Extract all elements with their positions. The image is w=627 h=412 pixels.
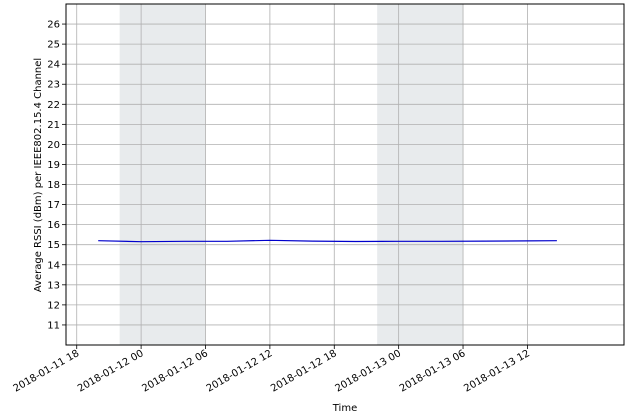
y-tick-label: 19 <box>47 160 60 171</box>
y-tick-label: 15 <box>47 240 60 251</box>
gridlines <box>66 4 624 345</box>
x-tick-label: 2018-01-13 06 <box>398 348 468 395</box>
x-axis-label: Time <box>332 403 357 412</box>
x-tick-label: 2018-01-12 18 <box>269 348 339 395</box>
y-tick-label: 16 <box>47 220 60 231</box>
shaded-period <box>377 4 464 345</box>
y-tick-label: 13 <box>47 280 60 291</box>
y-tick-label: 17 <box>47 200 60 211</box>
y-tick-label: 22 <box>47 100 60 111</box>
x-tick-label: 2018-01-12 12 <box>205 348 275 395</box>
shaded-period <box>119 4 206 345</box>
y-tick-label: 25 <box>47 40 60 51</box>
x-tick-label: 2018-01-13 12 <box>462 348 532 395</box>
x-tick-label: 2018-01-13 00 <box>334 348 404 395</box>
y-tick-label: 20 <box>47 140 60 151</box>
x-tick-label: 2018-01-11 18 <box>12 348 82 395</box>
y-tick-label: 24 <box>47 60 60 71</box>
y-tick-label: 12 <box>47 300 60 311</box>
x-tick-label: 2018-01-12 00 <box>76 348 146 395</box>
y-tick-label: 21 <box>47 120 60 131</box>
plot-frame <box>65 3 625 346</box>
y-tick-label: 14 <box>47 260 60 271</box>
x-tick-label: 2018-01-12 06 <box>140 348 210 395</box>
shaded-periods <box>119 4 464 345</box>
y-axis-label: Average RSSI (dBm) per IEEE802.15.4 Chan… <box>33 58 44 292</box>
y-tick-label: 18 <box>47 180 60 191</box>
y-tick-label: 26 <box>47 20 60 31</box>
y-tick-label: 11 <box>47 320 60 331</box>
y-axis-ticks: 11 12 13 14 15 16 17 18 19 20 21 22 23 24 25 26 <box>47 20 66 331</box>
y-tick-label: 23 <box>47 80 60 91</box>
series-line <box>98 239 557 243</box>
series-layer <box>98 239 557 243</box>
